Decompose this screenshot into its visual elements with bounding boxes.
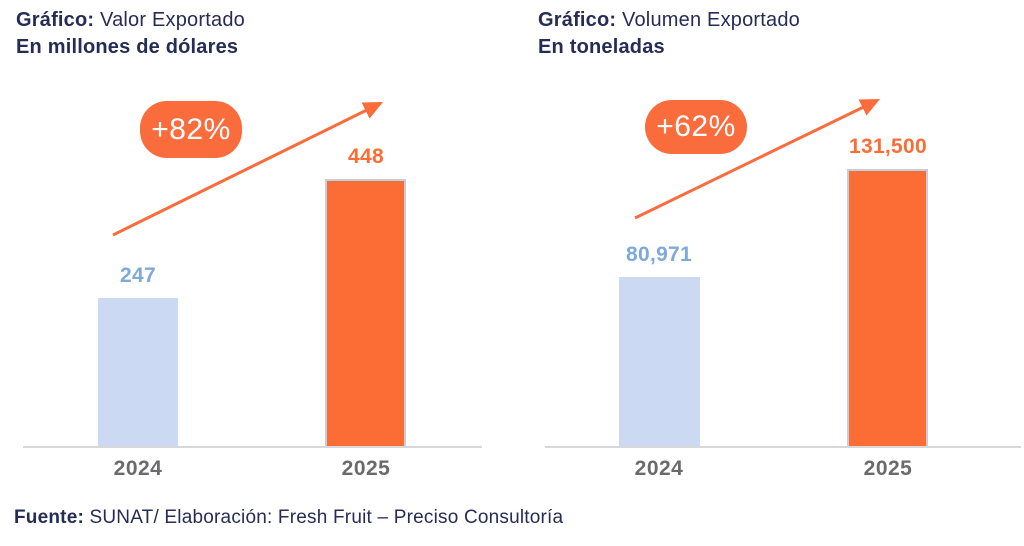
left-chart-title-prefix: Gráfico: <box>16 9 95 31</box>
right-growth-badge: +62% <box>645 100 747 154</box>
left-value-2025: 448 <box>348 145 384 168</box>
right-chart-title-prefix: Gráfico: <box>538 9 617 31</box>
right-value-2024: 80,971 <box>625 243 693 266</box>
right-growth-badge-label: +62% <box>656 110 736 143</box>
right-bar-2025 <box>847 169 928 447</box>
left-chart-title: Gráfico: Valor Exportado En millones de … <box>16 7 245 61</box>
right-x-axis <box>545 446 1021 448</box>
left-bar-2024 <box>98 298 178 447</box>
left-xlabel-2024: 2024 <box>113 457 163 480</box>
right-xlabel-2024: 2024 <box>634 457 684 480</box>
right-chart-title: Gráfico: Volumen Exportado En toneladas <box>538 7 800 61</box>
right-chart-subtitle: En toneladas <box>538 36 665 58</box>
right-bar-2024 <box>619 277 700 447</box>
right-value-2025: 131,500 <box>848 135 927 158</box>
right-chart-title-rest: Volumen Exportado <box>616 9 800 31</box>
source-note-prefix: Fuente: <box>14 507 85 528</box>
left-growth-badge: +82% <box>140 101 242 158</box>
left-growth-badge-label: +82% <box>151 112 231 146</box>
source-note-text: SUNAT/ Elaboración: Fresh Fruit – Precis… <box>84 507 564 528</box>
left-xlabel-2025: 2025 <box>341 457 391 480</box>
left-chart-title-rest: Valor Exportado <box>94 9 245 31</box>
right-xlabel-2025: 2025 <box>863 457 913 480</box>
left-chart-subtitle: En millones de dólares <box>16 36 239 58</box>
left-bar-2025 <box>325 179 406 447</box>
source-note: Fuente: SUNAT/ Elaboración: Fresh Fruit … <box>14 507 563 529</box>
left-value-2024: 247 <box>120 264 156 287</box>
left-x-axis <box>23 446 482 448</box>
